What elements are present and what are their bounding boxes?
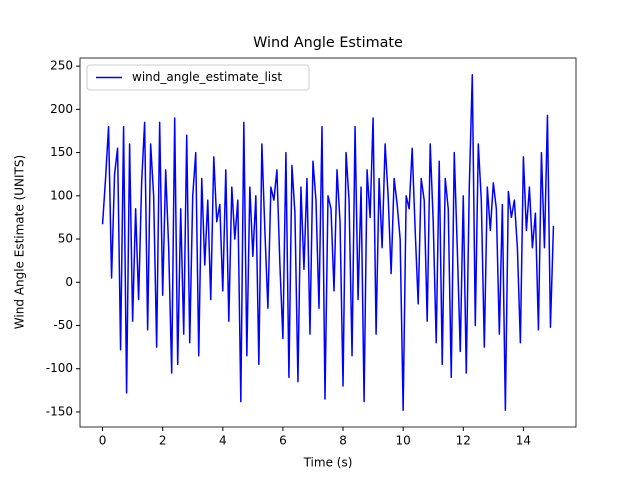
data-line	[101, 74, 555, 411]
y-tick-label: 100	[50, 188, 73, 202]
x-tick-label: 4	[219, 434, 227, 448]
y-tick-label: -150	[46, 404, 73, 418]
y-tick-label: 50	[58, 232, 73, 246]
x-tick-label: 6	[279, 434, 287, 448]
y-tick-label: -100	[46, 361, 73, 375]
chart-title: Wind Angle Estimate	[253, 35, 403, 51]
y-axis-label: Wind Angle Estimate (UNITS)	[13, 155, 27, 329]
x-tick-label: 10	[396, 434, 411, 448]
x-tick-label: 12	[456, 434, 471, 448]
x-tick-label: 0	[99, 434, 107, 448]
axes-frame	[79, 57, 577, 428]
legend-label: wind_angle_estimate_list	[132, 70, 282, 84]
y-tick-label: 150	[50, 145, 73, 159]
y-tick-label: 0	[65, 275, 73, 289]
y-tick-label: -50	[53, 318, 73, 332]
x-axis-label: Time (s)	[303, 456, 353, 470]
x-tick-label: 2	[159, 434, 167, 448]
y-tick-label: 250	[50, 59, 73, 73]
x-tick-label: 8	[339, 434, 347, 448]
x-tick-label: 14	[516, 434, 531, 448]
y-tick-label: 200	[50, 102, 73, 116]
legend-box	[86, 64, 310, 91]
